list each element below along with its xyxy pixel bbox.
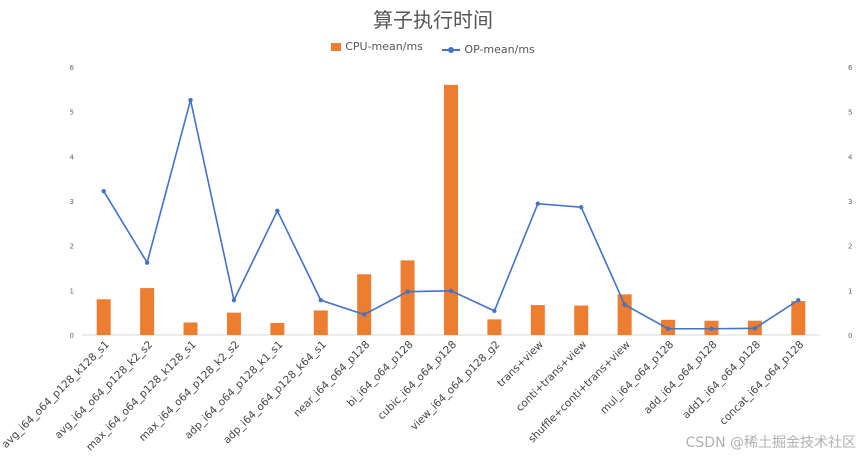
bar	[226, 312, 241, 335]
legend-swatch-line	[442, 46, 461, 53]
x-tick-label: near_i64_o64_p128	[291, 339, 372, 420]
legend-item-op: OP-mean/ms	[442, 43, 535, 56]
legend-item-cpu: CPU-mean/ms	[331, 40, 423, 53]
line-point	[361, 312, 367, 317]
y2-tick-label: 3	[848, 198, 852, 206]
line-point	[405, 289, 410, 294]
y2-tick-label: 1	[848, 287, 852, 295]
line-point	[188, 97, 193, 103]
line-point	[144, 260, 150, 265]
line-point	[231, 297, 237, 303]
y-tick-label: 4	[70, 153, 75, 161]
x-tick-label: view_i64_o64_p128_g2	[408, 339, 502, 433]
bar	[791, 301, 806, 335]
x-tick-label: concat_i64_o64_p128	[718, 339, 807, 428]
watermark: CSDN @稀土掘金技术社区	[685, 435, 856, 451]
x-tick-label: mul_i64_o64_p128	[598, 339, 676, 417]
bar	[400, 260, 415, 335]
y2-tick-label: 0	[848, 332, 852, 340]
y2-tick-label: 6	[848, 64, 853, 72]
bar	[487, 319, 502, 335]
bar	[444, 84, 458, 335]
line-point	[101, 188, 106, 194]
line-point	[796, 297, 801, 303]
bar	[96, 299, 111, 335]
line-point	[275, 208, 280, 214]
bar	[357, 274, 372, 335]
line-point	[492, 308, 497, 314]
x-tick-label: cubic_i64_o64_p128	[375, 339, 459, 423]
y-tick-label: 0	[70, 332, 74, 340]
bar	[183, 322, 198, 335]
line-point	[752, 326, 758, 331]
legend-swatch-bar	[331, 42, 342, 51]
y-tick-label: 5	[70, 109, 74, 117]
x-tick-label: add_i64_o64_p128	[642, 339, 720, 417]
x-tick-label: add1_i64_o64_p128	[680, 339, 763, 422]
bar	[574, 305, 589, 335]
y2-tick-label: 4	[848, 153, 853, 161]
line-point	[709, 326, 714, 331]
legend-label-cpu: CPU-mean/ms	[345, 40, 423, 53]
y-tick-label: 1	[70, 287, 74, 295]
line-point	[579, 205, 584, 210]
y-tick-label: 2	[70, 243, 74, 251]
bar	[270, 322, 285, 335]
legend: CPU-mean/ms OP-mean/ms	[0, 40, 866, 56]
legend-label-op: OP-mean/ms	[464, 43, 535, 56]
line-point	[535, 201, 541, 206]
y2-tick-label: 5	[848, 109, 852, 117]
bar	[140, 288, 155, 335]
bar	[313, 310, 328, 335]
line-point	[665, 326, 671, 331]
bar	[530, 305, 545, 335]
line-point	[318, 297, 323, 303]
y-tick-label: 3	[70, 198, 74, 206]
bar	[617, 294, 632, 335]
chart-title: 算子执行时间	[373, 8, 493, 32]
line-point	[448, 288, 454, 293]
y2-tick-label: 2	[848, 243, 852, 251]
y-tick-label: 6	[70, 64, 75, 72]
line-point	[622, 302, 627, 307]
